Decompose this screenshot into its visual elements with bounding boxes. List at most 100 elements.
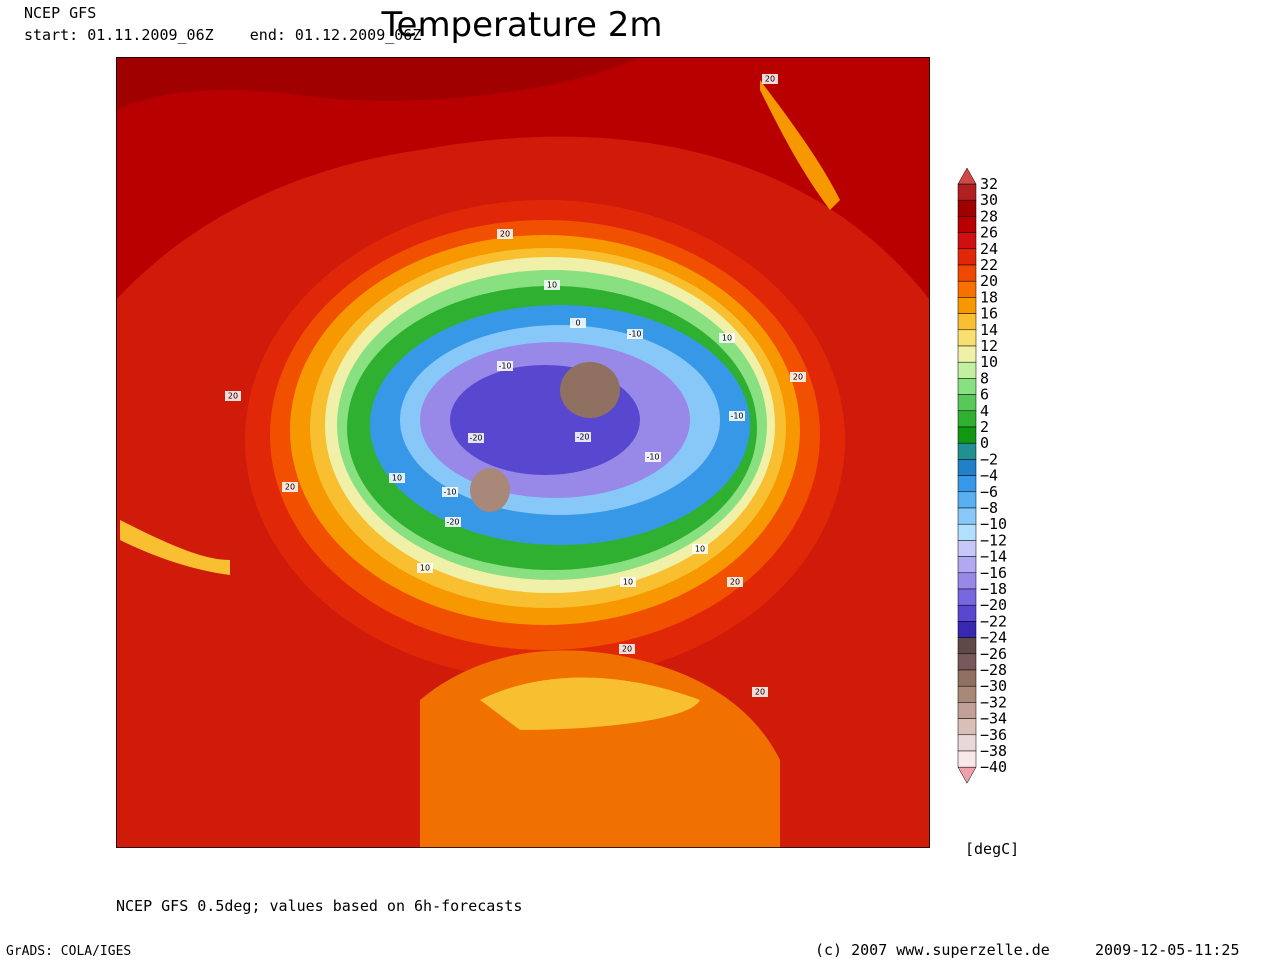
colorbar-segment — [957, 459, 977, 476]
field-area — [480, 677, 700, 730]
colorbar-segment — [957, 199, 977, 217]
colorbar-segment — [957, 702, 977, 719]
contour-label-bg — [790, 372, 806, 382]
colorbar-label: −12 — [980, 531, 1007, 549]
field-area — [760, 80, 840, 210]
field-area — [470, 468, 510, 512]
contour-label: -20 — [576, 433, 589, 442]
footer-note: NCEP GFS 0.5deg; values based on 6h-fore… — [116, 897, 522, 915]
colorbar-segment — [957, 345, 977, 363]
colorbar-label: −18 — [980, 580, 1007, 598]
contour-label-bg — [762, 74, 778, 84]
colorbar-label: 0 — [980, 434, 989, 452]
contour-label: 10 — [722, 334, 732, 343]
colorbar-label: −2 — [980, 450, 998, 468]
colorbar-segment — [957, 653, 977, 671]
contour-label: 0 — [575, 319, 580, 328]
colorbar-label: −10 — [980, 515, 1007, 533]
contour-label-bg — [752, 687, 768, 697]
colorbar-label: 18 — [980, 288, 998, 306]
contour-label: 20 — [765, 75, 775, 84]
contour-label-bg — [442, 487, 458, 497]
colorbar-label: −14 — [980, 548, 1007, 566]
colorbar-label: −30 — [980, 677, 1007, 695]
contour-label-bg — [570, 318, 586, 328]
contour-label: -10 — [443, 488, 456, 497]
software-label: GrADS: COLA/IGES — [6, 944, 131, 959]
contour-label-bg — [497, 229, 513, 239]
units-label: [degC] — [965, 840, 1019, 858]
colorbar-segment — [957, 329, 977, 347]
colorbar-segment — [957, 588, 977, 606]
contour-label-bg — [645, 452, 661, 462]
colorbar-label: 20 — [980, 272, 998, 290]
colorbar-over — [957, 167, 977, 185]
contour-label-bg — [692, 544, 708, 554]
contour-label-bg — [627, 329, 643, 339]
colorbar-segment — [957, 685, 977, 703]
colorbar-label: 26 — [980, 224, 998, 242]
contour-label-bg — [282, 482, 298, 492]
contour-label-bg — [619, 644, 635, 654]
colorbar-label: −32 — [980, 693, 1007, 711]
model-label: NCEP GFS — [24, 4, 96, 22]
contour-label-bg — [417, 563, 433, 573]
colorbar-label: 2 — [980, 418, 989, 436]
contour-label: 20 — [500, 230, 510, 239]
colorbar-label: 22 — [980, 256, 998, 274]
map-title: Temperature 2m — [381, 5, 663, 45]
contour-label-bg — [468, 433, 484, 443]
contour-label: -20 — [469, 434, 482, 443]
colorbar-segment — [957, 750, 977, 768]
colorbar-segment — [957, 637, 977, 655]
contour-label: -10 — [730, 412, 743, 421]
copyright-label: (c) 2007 www.superzelle.de — [815, 941, 1050, 959]
colorbar-segment — [957, 361, 977, 379]
contour-label: 10 — [547, 281, 557, 290]
colorbar-label: 6 — [980, 386, 989, 404]
colorbar-segment — [957, 216, 977, 233]
colorbar-segment — [957, 523, 977, 541]
field-area — [116, 57, 930, 300]
colorbar-under — [957, 766, 977, 784]
field-area — [560, 362, 620, 418]
map — [116, 57, 930, 848]
colorbar-label: 10 — [980, 353, 998, 371]
contour-label: -20 — [446, 518, 459, 527]
colorbar-label: 12 — [980, 337, 998, 355]
colorbar-label: −24 — [980, 629, 1007, 647]
contour-label: 20 — [730, 578, 740, 587]
colorbar-segment — [957, 426, 977, 444]
field-area — [120, 520, 230, 575]
timestamp-label: 2009-12-05-11:25 — [1095, 941, 1240, 959]
colorbar-segment — [957, 410, 977, 428]
contour-label: 20 — [755, 688, 765, 697]
contour-label: -10 — [498, 362, 511, 371]
colorbar-segment — [957, 604, 977, 622]
colorbar-label: −8 — [980, 499, 998, 517]
contour-label-bg — [620, 577, 636, 587]
colorbar-label: −26 — [980, 645, 1007, 663]
colorbar-label: 32 — [980, 175, 998, 193]
contour-label-bg — [389, 473, 405, 483]
contour-label-bg — [225, 391, 241, 401]
colorbar-label: 28 — [980, 207, 998, 225]
colorbar-segment — [957, 248, 977, 266]
contour-label: 10 — [623, 578, 633, 587]
contour-label: 20 — [793, 373, 803, 382]
contour-label-bg — [575, 432, 591, 442]
colorbar-segment — [957, 297, 977, 314]
colorbar-label: −40 — [980, 758, 1007, 776]
colorbar-segment — [957, 572, 977, 590]
contour-label: 10 — [695, 545, 705, 554]
contour-label-bg — [729, 411, 745, 421]
colorbar-segment — [957, 313, 977, 331]
colorbar-label: −28 — [980, 661, 1007, 679]
colorbar-segment — [957, 734, 977, 752]
colorbar-segment — [957, 669, 977, 687]
contour-label: 10 — [392, 474, 402, 483]
colorbar-segment — [957, 507, 977, 525]
colorbar-segment — [957, 621, 977, 638]
